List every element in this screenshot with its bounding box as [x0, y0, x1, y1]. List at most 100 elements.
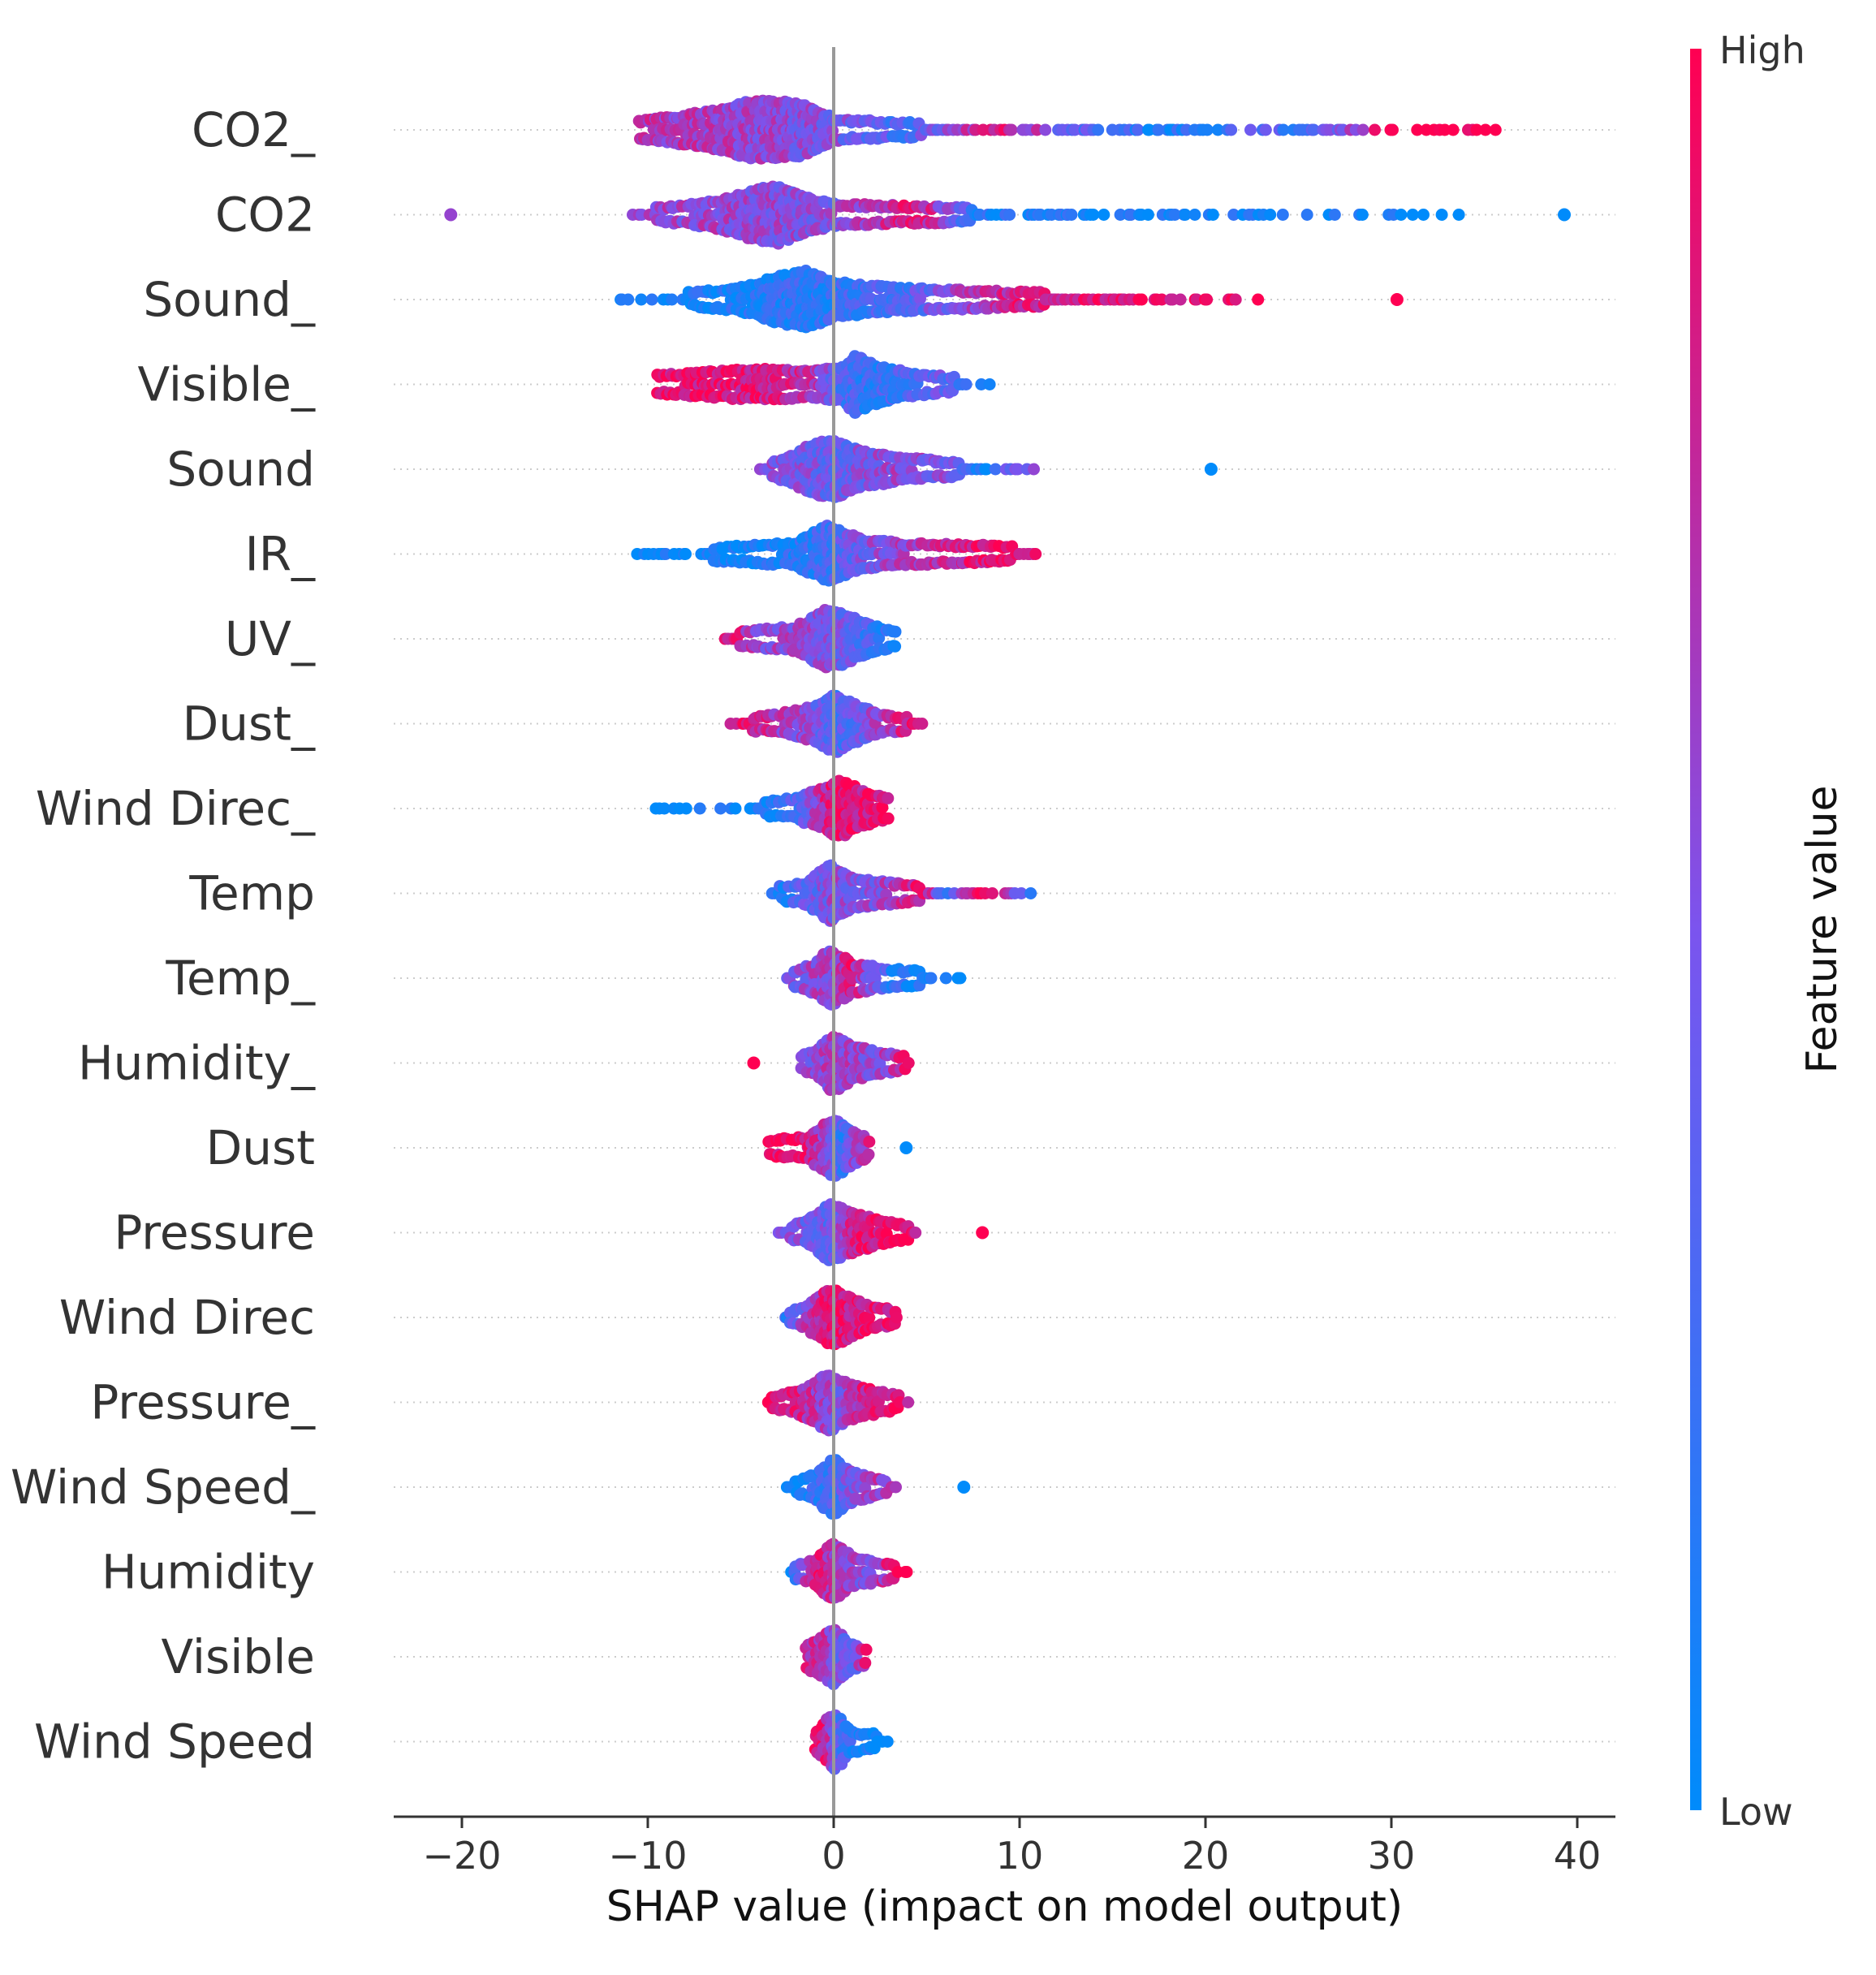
shap-point [1244, 123, 1257, 136]
feature-label: Sound [166, 442, 315, 497]
shap-point [1005, 123, 1018, 136]
feature-label: CO2 [215, 188, 315, 243]
shap-point [890, 1481, 902, 1494]
x-tick-label: 40 [1554, 1834, 1602, 1878]
shap-point [900, 1566, 913, 1578]
shap-outlier-point [1204, 463, 1218, 476]
feature-label: Dust [206, 1120, 315, 1175]
shap-point [954, 972, 967, 985]
shap-point [1277, 123, 1290, 136]
shap-point [1092, 123, 1105, 136]
shap-point [1024, 887, 1037, 899]
x-tick-label: −20 [422, 1834, 501, 1878]
colorbar [1690, 49, 1701, 1810]
shap-point [1411, 123, 1424, 136]
shap-point [1328, 209, 1341, 221]
shap-point [1259, 123, 1272, 136]
shap-point [1356, 123, 1369, 136]
shap-point [1132, 123, 1145, 136]
feature-label: Temp_ [165, 951, 316, 1006]
shap-outlier-point [444, 208, 458, 222]
shap-point [1395, 209, 1408, 221]
shap-point [693, 802, 706, 815]
x-axis-title: SHAP value (impact on model output) [606, 1882, 1403, 1931]
shap-point [622, 293, 635, 306]
shap-point [1406, 209, 1419, 221]
x-tick-label: 0 [822, 1834, 845, 1878]
feature-label: Wind Direc [59, 1290, 315, 1345]
feature-label: Temp [188, 866, 315, 921]
shap-point [939, 972, 952, 985]
feature-label: IR_ [245, 527, 316, 582]
shap-point [1206, 209, 1219, 221]
shap-point [1098, 209, 1111, 221]
feature-label: CO2_ [192, 102, 316, 157]
shap-point [1029, 548, 1042, 560]
shap-point [1264, 209, 1277, 221]
shap-point [862, 1148, 875, 1161]
shap-point [1168, 209, 1181, 221]
x-tick-label: 10 [996, 1834, 1044, 1878]
shap-point [1387, 123, 1399, 136]
shap-point [1011, 463, 1024, 476]
beeswarm-points [444, 94, 1571, 1775]
shap-point [975, 378, 988, 390]
feature-label: Humidity_ [78, 1036, 316, 1091]
shap-point [1155, 293, 1168, 306]
shap-point [1201, 293, 1214, 306]
shap-point [1452, 209, 1465, 221]
shap-point [645, 293, 658, 306]
x-tick-label: 30 [1368, 1834, 1416, 1878]
shap-point [1225, 123, 1238, 136]
shap-point [1039, 123, 1052, 136]
shap-point [863, 1136, 876, 1148]
shap-point [1435, 209, 1448, 221]
colorbar-high-label: High [1719, 28, 1805, 72]
shap-point [1190, 293, 1203, 306]
shap-point [1447, 123, 1460, 136]
feature-label: Pressure_ [90, 1375, 316, 1430]
shap-point [714, 802, 727, 815]
feature-label: Visible_ [138, 357, 316, 412]
feature-labels: CO2_ CO2 Sound_ Visible_ Sound IR_ UV_ Dust_ Win… [11, 102, 316, 1770]
shap-point [1179, 209, 1192, 221]
shap-point [916, 718, 929, 730]
shap-point [1489, 123, 1502, 136]
shap-point [1028, 463, 1040, 476]
shap-point [1300, 209, 1313, 221]
shap-outlier-point [976, 1226, 990, 1240]
shap-point [889, 640, 902, 653]
shap-point [1252, 293, 1265, 306]
shap-point [902, 1396, 915, 1408]
feature-label: Dust_ [183, 696, 316, 752]
shap-point [1229, 293, 1242, 306]
shap-outlier-point [1390, 293, 1404, 306]
feature-label: Wind Speed [34, 1714, 315, 1770]
shap-point [980, 463, 993, 476]
shap-point [902, 1057, 915, 1069]
shap-point [1276, 209, 1289, 221]
shap-point [635, 293, 648, 306]
x-tick-label: 20 [1182, 1834, 1230, 1878]
shap-point [1065, 209, 1078, 221]
shap-point [989, 463, 1002, 476]
shap-point [1369, 123, 1381, 136]
shap-point [889, 625, 902, 638]
shap-point [1003, 209, 1016, 221]
shap-point [881, 1736, 894, 1748]
feature-label: Wind Speed_ [11, 1460, 316, 1515]
feature-label: Wind Direc_ [36, 781, 316, 836]
shap-point [1356, 209, 1369, 221]
shap-point [1479, 123, 1492, 136]
shap-point [1211, 123, 1224, 136]
shap-point [960, 378, 973, 390]
feature-label: Humidity [101, 1545, 315, 1600]
shap-point [1114, 209, 1127, 221]
shap-point [1201, 123, 1214, 136]
feature-gridlines [394, 129, 1615, 1743]
shap-point [1174, 293, 1187, 306]
feature-label: Pressure [114, 1205, 315, 1261]
shap-point [909, 1227, 922, 1239]
feature-label: Sound_ [143, 272, 316, 327]
